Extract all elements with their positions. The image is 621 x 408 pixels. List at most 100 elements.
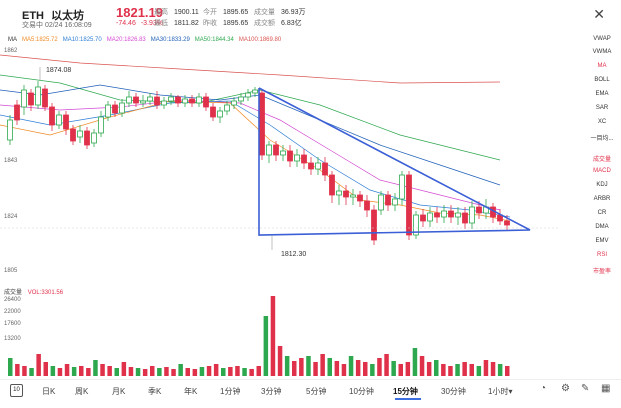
indicator-2[interactable]: MA (597, 63, 607, 69)
settings-icon[interactable]: ⚙ (561, 383, 570, 394)
indicator-12[interactable]: CR (597, 210, 607, 216)
volume-bar (313, 362, 318, 376)
candle (182, 98, 188, 104)
stat-label: 最高 (154, 9, 168, 16)
volume-bar (505, 366, 510, 376)
volume-bar (235, 366, 240, 376)
period-tab[interactable]: 15分钟 (393, 387, 418, 396)
ma-line (0, 100, 511, 218)
candle (427, 212, 433, 222)
volume-bar (15, 364, 20, 376)
stat-label: 成交额 (254, 20, 275, 27)
volume-bar (192, 369, 198, 376)
period-tab[interactable]: 10分钟 (349, 387, 374, 396)
period-tab[interactable]: 月K (112, 387, 126, 396)
indicator-5[interactable]: SAR (595, 105, 609, 111)
stat-label: 最低 (154, 20, 168, 27)
volume-bar (306, 356, 311, 376)
candle (168, 96, 174, 102)
indicator-3[interactable]: BOLL (594, 77, 610, 83)
period-tab[interactable]: 1分钟 (220, 387, 241, 396)
volume-bar (348, 356, 354, 376)
period-tab[interactable]: 1小时▾ (488, 387, 513, 396)
ma-legend-item: MA5:1825.72 (22, 37, 58, 43)
indicator-0[interactable]: VWAP (593, 36, 611, 42)
volume-bar (377, 358, 382, 376)
volume-bar (341, 364, 347, 376)
stat-1: 今开 1895.65 (203, 7, 248, 17)
pen-icon[interactable]: ✎ (581, 383, 590, 394)
volume-bar (398, 364, 403, 376)
last-price: 1821.19 (116, 5, 163, 20)
candle (315, 162, 321, 170)
candle (98, 116, 104, 134)
candle (35, 86, 41, 106)
indicator-13[interactable]: DMA (595, 224, 609, 230)
change-value: -74.46 (116, 20, 136, 27)
volume-bar (57, 368, 63, 376)
candle (84, 130, 90, 146)
candle (231, 100, 237, 106)
volume-legend: 成交量 VOL:3301.56 (4, 287, 63, 296)
candle (462, 212, 468, 224)
indicator-7[interactable]: 一目均... (590, 136, 614, 142)
candle (392, 198, 398, 206)
candle (196, 96, 202, 104)
period-tab[interactable]: 5分钟 (306, 387, 327, 396)
period-tab[interactable]: 季K (148, 387, 162, 396)
indicator-1[interactable]: VWMA (592, 49, 612, 55)
candle (217, 110, 223, 118)
indicator-6[interactable]: XC (597, 119, 607, 125)
period-tab[interactable]: 日K (42, 387, 56, 396)
indicator-9[interactable]: MACD (593, 168, 611, 174)
y-label-3: 1824 (4, 214, 18, 220)
period-tab[interactable]: 年K (184, 387, 198, 396)
volume-bar (164, 367, 169, 376)
candle (301, 154, 307, 164)
candle (91, 132, 97, 144)
volume-chart[interactable] (0, 290, 585, 378)
candle (399, 174, 405, 200)
stat-5: 成交额 6.83亿 (254, 18, 302, 28)
candle (252, 89, 258, 94)
gauge-icon[interactable]: ◔ (540, 383, 547, 394)
volume-bar (199, 367, 205, 376)
volume-bar (249, 369, 254, 376)
volume-bar (50, 366, 56, 376)
indicator-14[interactable]: EMV (595, 238, 609, 244)
stat-4: 昨收 1895.65 (203, 18, 248, 28)
period-tab[interactable]: 30分钟 (441, 387, 466, 396)
volume-bar (292, 361, 297, 376)
candlestick-chart[interactable]: 1812.30 1874.08 (0, 45, 585, 280)
volume-bar (121, 362, 127, 376)
indicator-15[interactable]: RSI (596, 252, 607, 258)
volume-bar (320, 354, 325, 376)
period-tab[interactable]: 周K (75, 387, 89, 396)
close-icon[interactable]: ✕ (593, 6, 605, 22)
volume-bar (334, 361, 340, 376)
volume-bar (150, 366, 155, 376)
candle (280, 150, 286, 156)
candle (385, 194, 391, 206)
calendar-icon[interactable]: 10 (10, 384, 23, 397)
indicator-8[interactable]: 成交量 (592, 157, 611, 163)
trade-status: 交易中 02/24 16:08:09 (22, 20, 92, 30)
candle (476, 206, 482, 214)
volume-value: VOL:3301.56 (27, 290, 64, 296)
ma-line (0, 74, 501, 161)
volume-bar (79, 366, 84, 376)
candle (420, 214, 426, 222)
indicator-10[interactable]: KDJ (596, 182, 608, 188)
ma-line (0, 54, 501, 84)
indicator-11[interactable]: ARBR (593, 196, 611, 202)
volume-bar (263, 316, 269, 376)
stat-value: 36.93万 (281, 9, 306, 16)
indicator-16[interactable]: 市盈率 (592, 269, 611, 275)
volume-bar (434, 360, 439, 376)
indicator-4[interactable]: EMA (595, 91, 609, 97)
volume-bar (483, 360, 489, 376)
candle (308, 162, 314, 170)
period-tab[interactable]: 3分钟 (261, 387, 282, 396)
symbol-code: ETH (22, 10, 44, 22)
grid-icon[interactable]: ▦ (601, 383, 611, 394)
